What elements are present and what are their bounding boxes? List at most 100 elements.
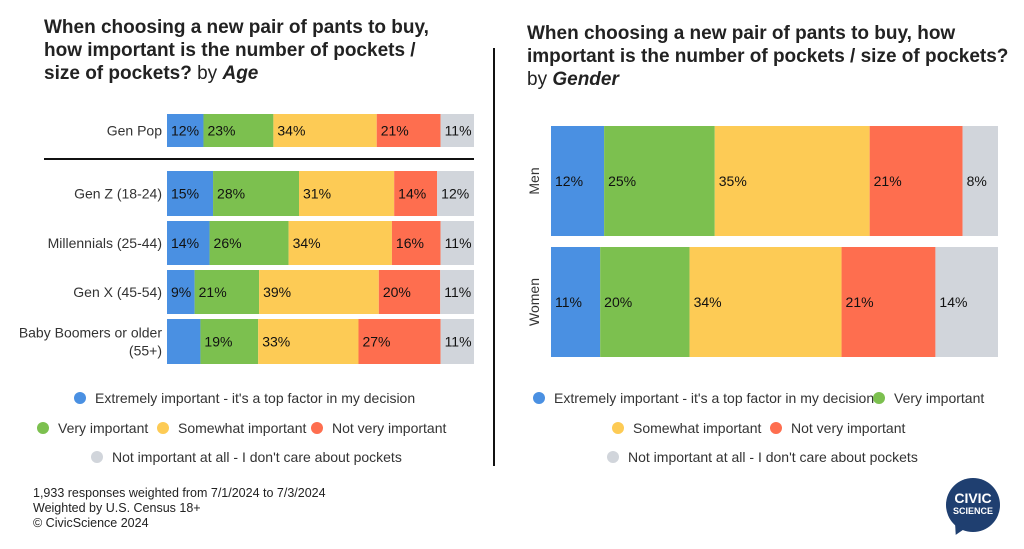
footnote: 1,933 responses weighted from 7/1/2024 t… <box>33 486 326 531</box>
left-bar-1-extremely <box>167 171 214 216</box>
left-data-label-2-somewhat: 34% <box>293 235 321 251</box>
footnote-line-1: 1,933 responses weighted from 7/1/2024 t… <box>33 486 326 500</box>
right-legend-somewhat: Somewhat important <box>612 420 761 436</box>
footnote-line-2: Weighted by U.S. Census 18+ <box>33 501 201 515</box>
legend-dot-not-very <box>770 422 782 434</box>
left-data-label-4-somewhat: 33% <box>262 334 290 350</box>
right-title-by-dimension: Gender <box>552 69 619 90</box>
right-legend-extremely-label: Extremely important - it's a top factor … <box>554 390 875 406</box>
right-legend-very-label: Very important <box>894 390 985 406</box>
left-data-label-1-extremely: 15% <box>171 186 199 202</box>
right-bar-0-not-very <box>869 126 963 236</box>
left-data-label-0-somewhat: 34% <box>277 123 305 139</box>
left-bar-3-not-very <box>378 270 441 314</box>
left-title-line-3: size of pockets? by Age <box>44 62 484 85</box>
left-data-label-3-not-at-all: 11% <box>444 284 471 300</box>
left-legend-not-at-all-label: Not important at all - I don't care abou… <box>112 449 402 465</box>
left-bar-0-extremely <box>167 114 204 147</box>
right-legend-extremely: Extremely important - it's a top factor … <box>533 390 874 406</box>
left-bar-2-extremely <box>167 221 210 265</box>
right-bar-1-not-at-all <box>935 247 998 357</box>
left-bar-0-not-very <box>376 114 441 147</box>
left-data-label-0-not-at-all: 11% <box>445 123 472 139</box>
logo-badge: CIVIC SCIENCE <box>946 478 1000 532</box>
left-data-label-0-not-very: 21% <box>381 123 409 139</box>
legend-dot-very <box>37 422 49 434</box>
left-bar-3-not-at-all <box>440 270 474 314</box>
right-legend-not-at-all-label: Not important at all - I don't care abou… <box>628 449 918 465</box>
legend-dot-not-at-all <box>607 451 619 463</box>
legend-dot-somewhat <box>612 422 624 434</box>
right-bar-0-very <box>604 126 715 236</box>
right-bar-1-very <box>600 247 690 357</box>
footnote-line-3: © CivicScience 2024 <box>33 516 149 530</box>
left-bar-0-very <box>203 114 274 147</box>
right-data-label-1-not-at-all: 14% <box>939 294 967 310</box>
left-bar-3-somewhat <box>259 270 379 314</box>
legend-dot-not-very <box>311 422 323 434</box>
right-data-label-0-not-at-all: 8% <box>967 173 987 189</box>
left-title-by: by Age <box>197 63 258 84</box>
left-legend-extremely: Extremely important - it's a top factor … <box>74 390 415 406</box>
left-chart-title: When choosing a new pair of pants to buy… <box>44 16 484 85</box>
left-legend-somewhat-label: Somewhat important <box>178 420 307 436</box>
left-title-line-3-text: size of pockets? <box>44 63 192 84</box>
right-data-label-0-somewhat: 35% <box>719 173 747 189</box>
left-data-label-2-not-very: 16% <box>396 235 424 251</box>
right-title-line-1: When choosing a new pair of pants to buy… <box>527 23 956 44</box>
left-data-label-2-not-at-all: 11% <box>445 235 472 251</box>
left-bar-3-extremely <box>167 270 195 314</box>
left-data-label-1-not-at-all: 12% <box>441 186 469 202</box>
left-category-label-0: Gen Pop <box>107 123 162 139</box>
right-data-label-0-extremely: 12% <box>555 173 583 189</box>
right-bar-0-not-at-all <box>962 126 998 236</box>
left-data-label-4-not-at-all: 11% <box>445 334 472 350</box>
right-bar-1-somewhat <box>689 247 842 357</box>
right-bar-0-extremely <box>551 126 605 236</box>
left-title-line-2: how important is the number of pockets / <box>44 40 416 61</box>
left-bar-4-not-very <box>358 319 441 364</box>
left-data-label-0-very: 23% <box>207 123 235 139</box>
right-bar-1-not-very <box>841 247 936 357</box>
chart-divider <box>493 48 495 466</box>
right-bar-0-somewhat <box>714 126 870 236</box>
right-legend-not-very: Not very important <box>770 420 905 436</box>
legend-dot-very <box>873 392 885 404</box>
left-bar-4-somewhat <box>258 319 359 364</box>
left-legend-extremely-label: Extremely important - it's a top factor … <box>95 390 416 406</box>
right-legend-not-at-all: Not important at all - I don't care abou… <box>607 449 918 465</box>
right-title-line-2: important is the number of pockets / siz… <box>527 46 1009 67</box>
left-bar-1-somewhat <box>299 171 395 216</box>
right-data-label-1-somewhat: 34% <box>694 294 722 310</box>
left-legend-not-very-label: Not very important <box>332 420 447 436</box>
left-bar-4-very <box>200 319 259 364</box>
left-legend-very: Very important <box>37 420 148 436</box>
right-data-label-1-not-very: 21% <box>846 294 874 310</box>
left-bar-4-not-at-all <box>440 319 474 364</box>
left-category-label-4-line-1: (55+) <box>129 343 162 359</box>
left-title-line-1: When choosing a new pair of pants to buy… <box>44 17 429 38</box>
logo-line-1: CIVIC <box>954 490 992 506</box>
left-bar-4-extremely <box>167 319 201 364</box>
right-bar-1-extremely <box>551 247 601 357</box>
left-bar-1-not-very <box>394 171 438 216</box>
left-data-label-4-very: 19% <box>204 334 232 350</box>
legend-dot-not-at-all <box>91 451 103 463</box>
left-data-label-1-not-very: 14% <box>398 186 426 202</box>
left-data-label-3-not-very: 20% <box>383 284 411 300</box>
left-data-label-1-very: 28% <box>217 186 245 202</box>
left-data-label-2-very: 26% <box>214 235 242 251</box>
left-legend-very-label: Very important <box>58 420 149 436</box>
left-data-label-4-not-very: 27% <box>362 334 390 350</box>
left-bar-2-not-at-all <box>440 221 474 265</box>
left-data-label-3-very: 21% <box>199 284 227 300</box>
left-bar-2-very <box>209 221 289 265</box>
left-data-label-0-extremely: 12% <box>171 123 199 139</box>
right-data-label-0-not-very: 21% <box>874 173 902 189</box>
left-category-label-3: Gen X (45-54) <box>73 284 162 300</box>
right-data-label-1-very: 20% <box>604 294 632 310</box>
left-bar-3-very <box>194 270 260 314</box>
left-legend-somewhat: Somewhat important <box>157 420 306 436</box>
